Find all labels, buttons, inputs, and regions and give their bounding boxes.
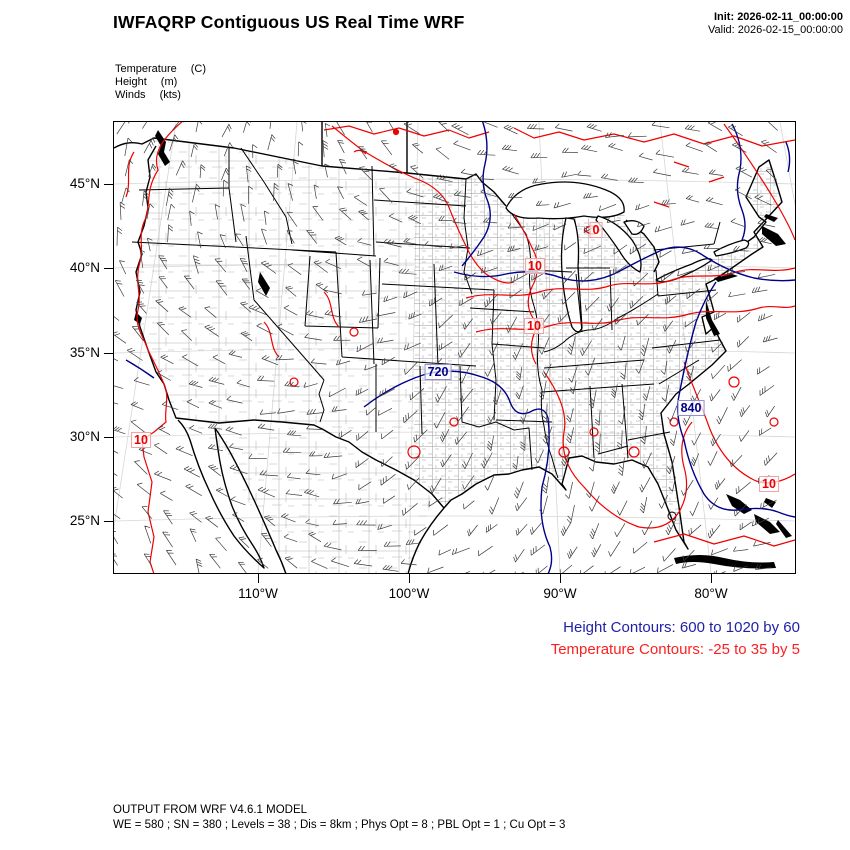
- lat-tick: [104, 267, 113, 269]
- lat-tick-label: 30°N: [69, 429, 100, 444]
- map-canvas: [114, 122, 795, 573]
- run-times: Init: 2026-02-11_00:00:00 Valid: 2026-02…: [708, 11, 843, 37]
- lat-tick: [104, 352, 113, 354]
- lon-tick: [710, 574, 712, 583]
- plotted-fields-list: Temperature (C) Height (m) Winds (kts): [115, 63, 206, 102]
- lon-tick-label: 90°W: [543, 586, 577, 601]
- contour-label-10: 10: [759, 476, 779, 492]
- coastline: [114, 122, 783, 573]
- temperature-contour-range: Temperature Contours: -25 to 35 by 5: [550, 641, 800, 658]
- contour-label-10: 10: [525, 258, 545, 274]
- lat-tick-label: 40°N: [69, 260, 100, 275]
- field-temperature: Temperature (C): [115, 63, 207, 75]
- lat-tick: [104, 183, 113, 185]
- contour-label-10: 10: [131, 432, 151, 448]
- contour-label-10: 10: [524, 318, 544, 334]
- lat-tick: [104, 520, 113, 522]
- init-time: Init: 2026-02-11_00:00:00: [713, 11, 843, 23]
- model-info-line1: OUTPUT FROM WRF V4.6.1 MODEL: [113, 804, 308, 816]
- wind-barbs: [114, 122, 778, 573]
- lon-tick-label: 100°W: [388, 586, 430, 601]
- lat-tick: [104, 436, 113, 438]
- lat-tick-label: 25°N: [69, 513, 100, 528]
- lon-tick: [408, 574, 410, 583]
- height-contour-range: Height Contours: 600 to 1020 by 60: [563, 619, 800, 636]
- lon-tick-label: 110°W: [238, 586, 278, 601]
- model-info: OUTPUT FROM WRF V4.6.1 MODEL WE = 580 ; …: [113, 803, 565, 833]
- map-frame: 45°N 40°N 35°N 30°N 25°N 110°W 100°W 90°W 80°W 72…: [70, 121, 796, 601]
- lon-tick: [559, 574, 561, 583]
- field-height: Height (m): [115, 76, 178, 88]
- lon-tick: [257, 574, 259, 583]
- contour-label-840: 840: [677, 400, 705, 416]
- lat-tick-label: 35°N: [69, 345, 100, 360]
- page-title: IWFAQRP Contiguous US Real Time WRF: [113, 12, 465, 32]
- model-info-line2: WE = 580 ; SN = 380 ; Levels = 38 ; Dis …: [113, 819, 566, 831]
- field-winds: Winds (kts): [115, 89, 181, 101]
- lon-tick-label: 80°W: [694, 586, 728, 601]
- contour-label-0: 0: [589, 222, 603, 238]
- contour-range-legend: Height Contours: 600 to 1020 by 60 Tempe…: [551, 617, 800, 661]
- lat-tick-label: 45°N: [69, 176, 100, 191]
- contour-label-720: 720: [424, 364, 452, 380]
- valid-time: Valid: 2026-02-15_00:00:00: [708, 24, 843, 36]
